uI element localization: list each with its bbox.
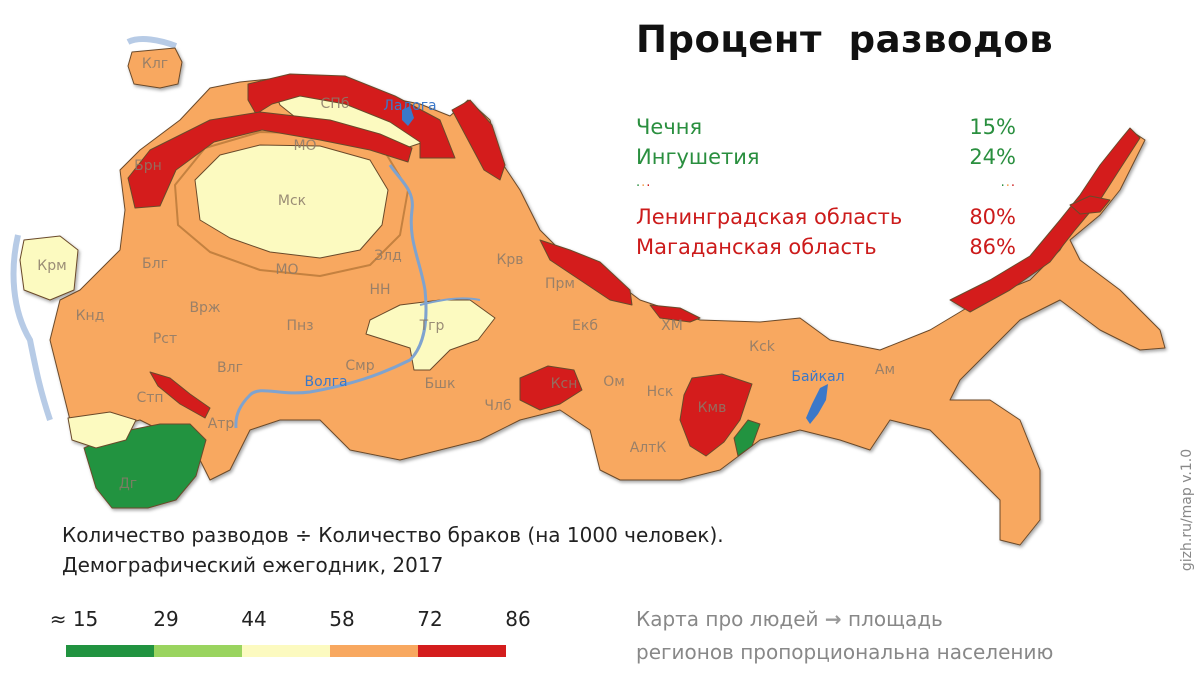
- region-label: Пнз: [286, 318, 313, 334]
- stat-row-leningrad: Ленинградская область 80%: [636, 202, 1016, 232]
- region-kaliningrad: [127, 47, 183, 89]
- region-north-strip: [539, 239, 633, 306]
- region-label: Врж: [189, 300, 220, 316]
- legend-swatch: [418, 645, 506, 657]
- region-label: МО: [293, 138, 316, 154]
- arrow-right-icon: →: [824, 607, 842, 631]
- region-label: НН: [369, 282, 390, 298]
- region-label: Екб: [572, 318, 598, 334]
- ellipsis-separator: ... ...: [636, 175, 1016, 190]
- region-label: Мск: [278, 193, 306, 209]
- note-part-b: площадь: [848, 607, 943, 631]
- water-label: Ладога: [383, 98, 436, 114]
- region-label: Атр: [208, 416, 235, 432]
- stats-panel: Чечня 15% Ингушетия 24% ... ... Ленингра…: [636, 112, 1016, 262]
- region-kbr-pale: [67, 411, 137, 449]
- baikal-lake: [806, 384, 828, 424]
- region-label: Кмв: [698, 400, 727, 416]
- region-far-east-red: [949, 127, 1141, 313]
- region-label: Злд: [374, 248, 402, 264]
- stat-value: 80%: [969, 205, 1016, 229]
- caption: Количество разводов ÷ Количество браков …: [62, 520, 724, 580]
- region-label: Нск: [647, 384, 674, 400]
- stat-row-chechnya: Чечня 15%: [636, 112, 1016, 142]
- side-url-version: gizh.ru/map v.1.0: [1179, 448, 1195, 572]
- region-label: Бшк: [425, 376, 456, 392]
- region-leningrad-oblast: [247, 73, 456, 159]
- stat-row-magadan: Магаданская область 86%: [636, 232, 1016, 262]
- region-kurgan: [519, 365, 583, 411]
- legend-label: 58: [329, 607, 355, 631]
- region-label: СПб: [321, 96, 350, 112]
- region-label: Члб: [484, 398, 511, 414]
- caption-line-2: Демографический ежегодник, 2017: [62, 553, 444, 577]
- region-label: Стп: [136, 390, 163, 406]
- region-label: Крм: [37, 258, 66, 274]
- legend-swatch: [242, 645, 330, 657]
- region-label: Ксн: [551, 376, 578, 392]
- region-label: Брн: [134, 158, 162, 174]
- region-label: Ом: [603, 374, 625, 390]
- legend-color-bar: [66, 645, 506, 657]
- region-label: Смр: [345, 358, 374, 374]
- region-label: ХМ: [661, 318, 683, 334]
- stat-name: Ленинградская область: [636, 205, 903, 229]
- legend-swatch: [154, 645, 242, 657]
- water-label: Байкал: [791, 369, 844, 385]
- water-label: Волга: [304, 374, 347, 390]
- legend-labels: ≈ 15 29 44 58 72 86: [44, 607, 544, 633]
- legend-swatch: [330, 645, 418, 657]
- region-label: АлтК: [630, 440, 667, 456]
- region-south-red: [149, 371, 211, 419]
- region-chukotka-red: [1069, 195, 1111, 215]
- caption-line-1: Количество разводов ÷ Количество браков …: [62, 523, 724, 547]
- map-title: Процент разводов: [636, 18, 1054, 61]
- note-part-a: Карта про людей: [636, 607, 819, 631]
- stat-value: 24%: [969, 145, 1016, 169]
- region-kemerovo: [679, 373, 753, 457]
- volga-river: [234, 164, 428, 429]
- region-label: Ам: [875, 362, 895, 378]
- stat-name: Чечня: [636, 115, 703, 139]
- volga-tributary: [419, 297, 481, 306]
- region-label: Влг: [217, 360, 243, 376]
- legend-swatch: [66, 645, 154, 657]
- region-label: Прм: [545, 276, 575, 292]
- region-leningrad-oblast-south: [127, 111, 413, 209]
- region-label: МО: [275, 262, 298, 278]
- region-label: Дг: [119, 476, 137, 492]
- region-north-strip-2: [649, 304, 701, 323]
- region-moscow: [194, 144, 389, 259]
- coastline-west: [10, 234, 53, 421]
- stat-value: 86%: [969, 235, 1016, 259]
- region-karelia: [451, 99, 506, 181]
- region-label: Рст: [153, 331, 177, 347]
- region-label: Крв: [496, 252, 523, 268]
- region-label: Клг: [142, 56, 168, 72]
- note-line-2: регионов пропорциональна населению: [636, 640, 1054, 664]
- stat-name: Магаданская область: [636, 235, 877, 259]
- legend-label: 44: [241, 607, 267, 631]
- region-tuva: [733, 419, 761, 457]
- region-dagestan: [83, 423, 207, 509]
- region-label: Блг: [142, 256, 168, 272]
- legend-label: 29: [153, 607, 179, 631]
- region-moscow-oblast-ring: [174, 131, 409, 277]
- ladoga-lake: [402, 106, 414, 126]
- note: Карта про людей → площадь регионов пропо…: [636, 603, 1053, 669]
- stat-name: Ингушетия: [636, 145, 760, 169]
- region-label: Кнд: [76, 308, 105, 324]
- region-label: Тгр: [419, 318, 445, 334]
- legend-label: ≈ 15: [49, 607, 99, 631]
- stat-row-ingushetia: Ингушетия 24%: [636, 142, 1016, 172]
- region-label: Ксk: [749, 339, 776, 355]
- legend-label: 86: [505, 607, 531, 631]
- legend-label: 72: [417, 607, 443, 631]
- coastline-nw: [126, 36, 178, 49]
- region-crimea: [19, 235, 79, 301]
- stat-value: 15%: [969, 115, 1016, 139]
